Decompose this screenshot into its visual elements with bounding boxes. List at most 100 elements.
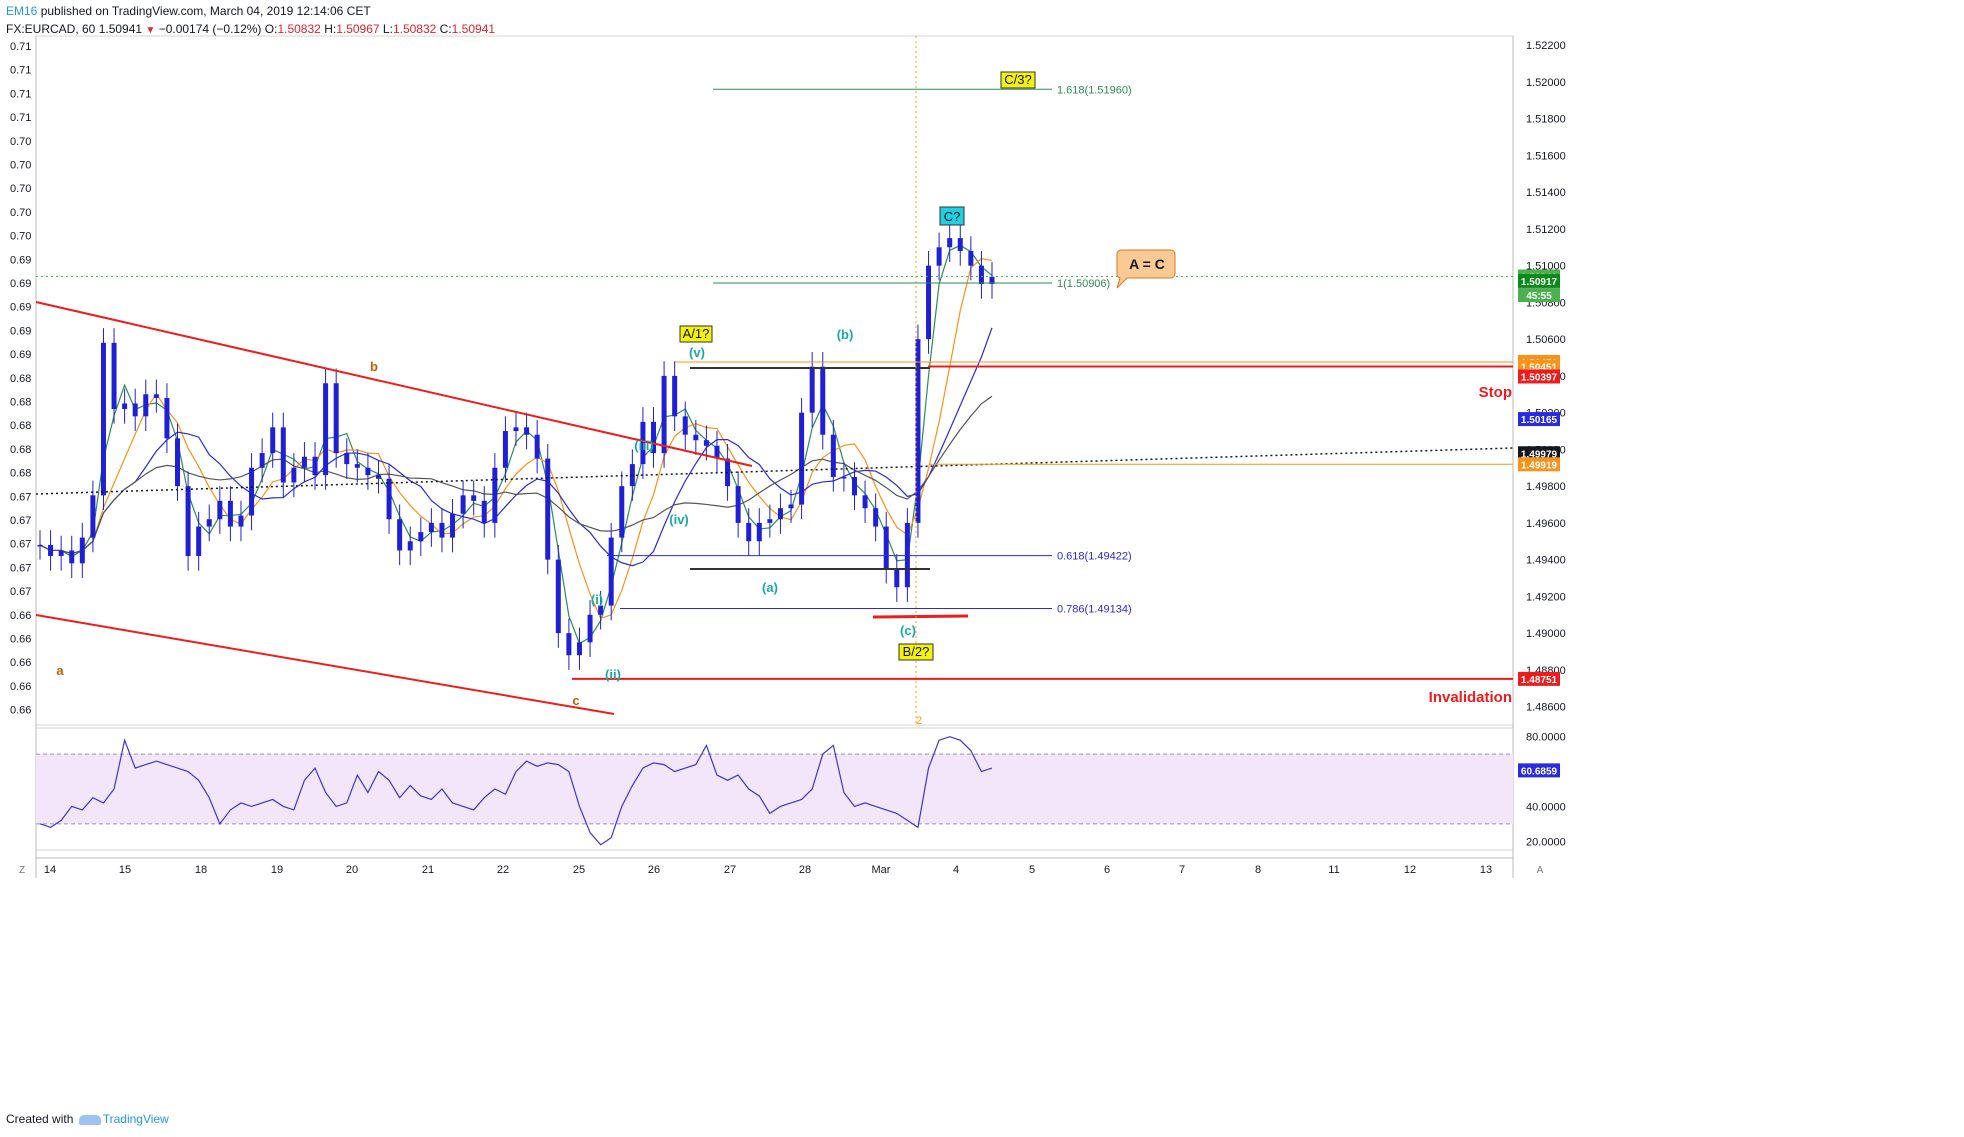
candle xyxy=(344,453,350,465)
candle xyxy=(788,504,794,509)
wave-box-b2[interactable]: B/2? xyxy=(898,643,934,661)
left-axis-label: 0.71 xyxy=(10,41,31,53)
wave-label: (v) xyxy=(689,345,705,360)
author-name[interactable]: EM16 xyxy=(6,4,38,18)
upper-channel-line[interactable] xyxy=(35,301,753,467)
price-tag-text: 1.50451 xyxy=(1521,363,1558,374)
candle xyxy=(502,431,508,468)
fib-level-label: 1(1.50906) xyxy=(1057,278,1110,290)
candle xyxy=(640,421,646,465)
rsi-band xyxy=(36,754,1513,824)
time-tick-label: 12 xyxy=(1404,864,1416,876)
candle xyxy=(291,467,297,483)
candle xyxy=(672,375,678,417)
candle xyxy=(682,416,688,435)
left-axis-label: 0.68 xyxy=(10,444,31,456)
wave-box-c3-box xyxy=(1000,71,1036,89)
candle xyxy=(259,453,265,468)
wave-box-c[interactable]: C? xyxy=(939,206,965,226)
dotted-trendline[interactable] xyxy=(35,447,1514,495)
wave-box-a1-text: A/1? xyxy=(683,326,710,341)
candle xyxy=(915,339,921,523)
price-tag xyxy=(1518,288,1560,303)
candle xyxy=(428,522,434,533)
candle xyxy=(534,434,540,459)
candle xyxy=(132,403,138,417)
invalidation-label: Invalidation xyxy=(1429,689,1512,706)
time-tick-label: 6 xyxy=(1104,864,1110,876)
time-tick-label: 15 xyxy=(119,864,131,876)
time-tick-label: 13 xyxy=(1480,864,1492,876)
candle xyxy=(830,434,836,477)
candle xyxy=(301,456,307,468)
time-tick-label: 8 xyxy=(1255,864,1261,876)
wave-box-c3[interactable]: C/3? xyxy=(1000,71,1036,89)
publish-info: EM16 published on TradingView.com, March… xyxy=(6,4,371,18)
candle xyxy=(566,633,572,656)
left-axis-label: 0.67 xyxy=(10,491,31,503)
left-axis-label: 0.70 xyxy=(10,207,31,219)
candle xyxy=(460,495,466,514)
left-axis-label: 0.68 xyxy=(10,373,31,385)
price-tag xyxy=(1518,369,1560,384)
time-tick-label: 4 xyxy=(953,864,959,876)
left-axis-label: 0.70 xyxy=(10,160,31,172)
price-tag-text: 1.48751 xyxy=(1521,675,1558,686)
time-tick-label: 14 xyxy=(44,864,56,876)
price-change: −0.00174 (−0.12%) xyxy=(158,22,262,36)
time-tick-label: 28 xyxy=(799,864,811,876)
candle xyxy=(799,412,805,505)
left-axis-label: 0.70 xyxy=(10,183,31,195)
candle xyxy=(978,265,984,285)
wave-box-a1-box xyxy=(679,325,713,343)
price-tick-label: 1.51600 xyxy=(1526,150,1566,162)
a-equals-c-callout[interactable]: A = C xyxy=(1116,249,1176,289)
time-tick-label: 25 xyxy=(573,864,585,876)
time-tick-label: 27 xyxy=(724,864,736,876)
candle xyxy=(693,434,699,441)
candle xyxy=(418,532,424,542)
time-tick-label: 22 xyxy=(497,864,509,876)
candle xyxy=(397,519,403,551)
close-label: C: xyxy=(439,22,452,36)
left-axis-label: 0.69 xyxy=(10,302,31,314)
tradingview-link[interactable]: TradingView xyxy=(102,1112,169,1126)
time-tick-label: 21 xyxy=(422,864,434,876)
candle xyxy=(238,515,244,527)
rsi-tick-label: 40.0000 xyxy=(1526,801,1566,813)
candle xyxy=(280,427,286,483)
candle xyxy=(767,519,773,523)
time-tick-label: 26 xyxy=(648,864,660,876)
candle xyxy=(481,500,487,523)
time-tick-label: 18 xyxy=(195,864,207,876)
candle xyxy=(175,438,181,487)
price-tick-label: 1.51200 xyxy=(1526,224,1566,236)
wave-label: c xyxy=(572,693,579,708)
time-tick-label: 11 xyxy=(1328,864,1339,876)
tradingview-logo-icon xyxy=(78,1114,101,1125)
left-axis-label: 0.67 xyxy=(10,586,31,598)
time-tick-label: 20 xyxy=(346,864,358,876)
candle xyxy=(651,421,657,454)
wave-box-a1[interactable]: A/1? xyxy=(679,325,713,343)
price-tag xyxy=(1518,412,1560,427)
candle xyxy=(777,508,783,520)
candle xyxy=(809,366,815,413)
price-tick-label: 1.51800 xyxy=(1526,114,1566,126)
price-chart[interactable]: 1.618(1.51960) 1(1.50906) 0.618(1.49422) 0.… xyxy=(0,0,1964,1105)
price-tag-text: 45:55 xyxy=(1526,291,1552,302)
candle xyxy=(111,342,117,409)
fib-level-label: 0.618(1.49422) xyxy=(1057,551,1132,563)
price-tick-label: 1.50600 xyxy=(1526,334,1566,346)
wave-label: (ii) xyxy=(605,667,621,682)
left-axis-label: 0.69 xyxy=(10,325,31,337)
candle xyxy=(143,394,149,417)
footer: Created with TradingView xyxy=(6,1112,169,1126)
wave-box-c-text: C? xyxy=(944,209,961,224)
price-tag-text: 1.49979 xyxy=(1521,449,1558,460)
candle xyxy=(894,568,900,588)
lower-channel-line[interactable] xyxy=(35,614,615,715)
price-tick-label: 1.52200 xyxy=(1526,40,1566,52)
candle xyxy=(936,247,942,266)
red-marker-line[interactable] xyxy=(872,614,969,619)
